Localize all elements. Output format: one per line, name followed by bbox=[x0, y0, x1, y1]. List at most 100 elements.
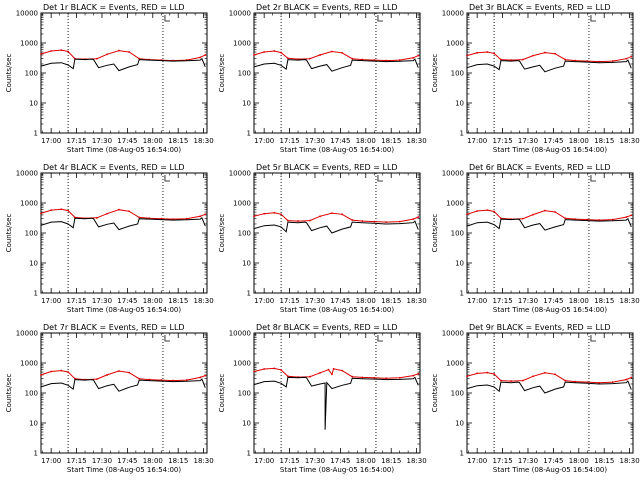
y-tick-label: 100 bbox=[238, 390, 251, 398]
lld-data-point bbox=[554, 211, 556, 213]
events-series-line bbox=[466, 217, 632, 231]
lld-data-point bbox=[160, 379, 163, 381]
lld-data-point bbox=[95, 216, 98, 219]
x-tick-label: 18:30 bbox=[407, 297, 427, 305]
lld-data-point bbox=[199, 376, 202, 379]
lld-data-point bbox=[630, 376, 633, 379]
lld-data-point bbox=[273, 211, 276, 214]
plot-frame bbox=[40, 172, 208, 294]
x-tick-label: 17:45 bbox=[543, 297, 563, 305]
lld-data-point bbox=[598, 60, 601, 63]
lld-data-point bbox=[253, 54, 255, 56]
lld-data-point bbox=[625, 378, 628, 381]
y-tick-label: 1000 bbox=[446, 40, 464, 48]
x-tick-label: 17:30 bbox=[305, 297, 325, 305]
x-tick-label: 18:00 bbox=[143, 297, 163, 305]
lld-data-point bbox=[554, 52, 556, 55]
chart-panel-4: Det 4r BLACK = Events, RED = LLD 1 10 100 10… bbox=[5, 163, 214, 314]
x-tick-label: 17:00 bbox=[467, 137, 487, 145]
lld-data-point bbox=[50, 370, 53, 373]
lld-data-point bbox=[564, 58, 567, 61]
x-tick-label: 17:15 bbox=[66, 457, 86, 465]
x-tick-label: 17:30 bbox=[305, 137, 325, 145]
x-tick-label: 18:15 bbox=[168, 457, 188, 465]
lld-data-point bbox=[544, 51, 546, 54]
y-tick-label: 100 bbox=[25, 390, 38, 398]
lld-data-point bbox=[476, 210, 479, 212]
y-axis-label: Counts/sec bbox=[218, 214, 226, 253]
y-tick-label: 10 bbox=[29, 420, 38, 428]
x-tick-label: 17:15 bbox=[492, 137, 512, 145]
lld-data-point bbox=[361, 58, 364, 61]
events-series-line bbox=[466, 59, 632, 73]
lld-data-point bbox=[361, 220, 364, 222]
y-tick-label: 10 bbox=[29, 100, 38, 108]
lld-data-point bbox=[417, 54, 420, 57]
y-axis-label: Counts/sec bbox=[431, 214, 439, 253]
x-axis-label: Start Time (08-Aug-05 16:54:00) bbox=[493, 306, 607, 314]
y-tick-label: 10 bbox=[455, 420, 464, 428]
lld-data-point bbox=[351, 219, 354, 221]
x-tick-label: 17:15 bbox=[279, 297, 299, 305]
lld-data-point bbox=[204, 54, 207, 56]
lld-data-point bbox=[398, 220, 401, 223]
lld-data-point bbox=[308, 219, 311, 222]
lld-series-line bbox=[40, 208, 206, 220]
y-tick-label: 1 bbox=[247, 290, 251, 298]
lld-data-point bbox=[286, 219, 289, 222]
lld-data-point bbox=[493, 52, 496, 55]
x-tick-label: 18:15 bbox=[381, 457, 401, 465]
lld-data-point bbox=[341, 213, 343, 216]
lld-data-point bbox=[574, 380, 577, 383]
marker-bracket-icon bbox=[590, 335, 596, 342]
lld-data-point bbox=[128, 371, 130, 374]
events-series-line bbox=[253, 220, 419, 234]
x-tick-label: 17:45 bbox=[330, 297, 350, 305]
x-tick-label: 18:00 bbox=[356, 137, 376, 145]
x-tick-label: 18:15 bbox=[594, 137, 614, 145]
panel-title: Det 5r BLACK = Events, RED = LLD bbox=[256, 163, 398, 172]
lld-data-point bbox=[199, 56, 202, 59]
lld-data-point bbox=[253, 215, 255, 218]
lld-data-point bbox=[280, 51, 283, 54]
lld-data-point bbox=[586, 60, 589, 62]
lld-data-point bbox=[412, 56, 415, 59]
x-tick-label: 17:00 bbox=[41, 297, 61, 305]
x-tick-label: 17:45 bbox=[117, 137, 137, 145]
x-tick-label: 18:15 bbox=[168, 137, 188, 145]
x-tick-label: 17:45 bbox=[543, 457, 563, 465]
lld-data-point bbox=[128, 210, 130, 213]
y-tick-label: 10000 bbox=[16, 330, 38, 338]
marker-bracket-icon bbox=[164, 335, 170, 342]
x-tick-label: 17:30 bbox=[518, 137, 538, 145]
plot-frame bbox=[253, 172, 421, 294]
lld-data-point bbox=[373, 376, 376, 379]
x-axis-label: Start Time (08-Aug-05 16:54:00) bbox=[67, 146, 181, 154]
lld-data-point bbox=[138, 216, 141, 219]
lld-data-point bbox=[128, 51, 130, 53]
x-tick-label: 18:15 bbox=[381, 297, 401, 305]
x-tick-label: 18:30 bbox=[620, 457, 640, 465]
y-tick-label: 1 bbox=[247, 130, 251, 138]
chart-panel-1: Det 1r BLACK = Events, RED = LLD 1 10 100 10… bbox=[5, 3, 214, 154]
lld-data-point bbox=[286, 57, 289, 60]
x-axis-label: Start Time (08-Aug-05 16:54:00) bbox=[280, 146, 394, 154]
lld-series-line bbox=[253, 50, 419, 62]
lld-data-point bbox=[204, 374, 207, 377]
x-tick-label: 17:45 bbox=[117, 297, 137, 305]
lld-data-point bbox=[412, 374, 415, 377]
lld-data-point bbox=[476, 372, 479, 375]
marker-bracket-icon bbox=[590, 15, 596, 22]
y-tick-label: 1000 bbox=[20, 40, 38, 48]
lld-data-point bbox=[185, 379, 188, 381]
x-tick-label: 17:15 bbox=[279, 137, 299, 145]
lld-data-point bbox=[486, 371, 489, 374]
plot-frame bbox=[253, 332, 421, 454]
lld-data-point bbox=[138, 377, 141, 380]
lld-data-point bbox=[50, 50, 53, 52]
y-axis-label: Counts/sec bbox=[5, 54, 13, 93]
panel-title: Det 3r BLACK = Events, RED = LLD bbox=[469, 3, 611, 12]
x-tick-label: 17:00 bbox=[254, 137, 274, 145]
lld-data-point bbox=[199, 215, 202, 218]
lld-data-point bbox=[598, 381, 601, 384]
